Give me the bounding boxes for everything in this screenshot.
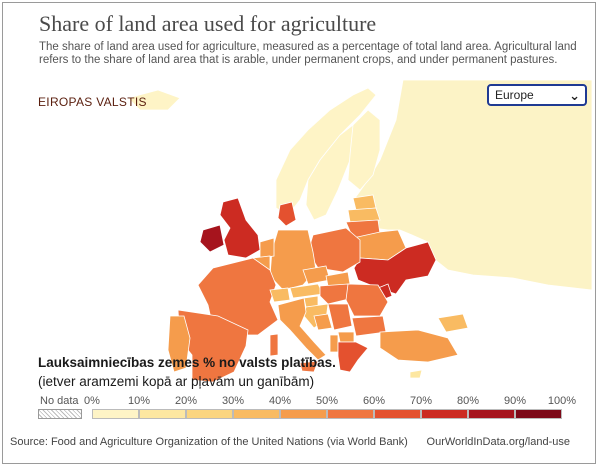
country-bosnia[interactable] <box>313 313 333 331</box>
country-finland[interactable] <box>347 109 381 191</box>
region-selector-value: Europe <box>495 88 534 102</box>
country-ukraine[interactable] <box>353 241 437 295</box>
legend-tick-label: 60% <box>362 395 386 407</box>
legend-bin[interactable] <box>327 409 374 419</box>
country-latvia[interactable] <box>347 207 381 223</box>
chevron-down-icon: ⌄ <box>569 88 580 103</box>
country-poland[interactable] <box>307 227 361 273</box>
island-sicily[interactable] <box>299 360 319 373</box>
legend-bin[interactable] <box>280 409 327 419</box>
country-estonia[interactable] <box>352 194 377 211</box>
legend-tick-label: 80% <box>456 395 480 407</box>
country-turkey[interactable] <box>379 329 459 363</box>
country-netherlands[interactable] <box>259 237 275 259</box>
legend-tick-label: 20% <box>174 395 198 407</box>
legend-tick-label: 30% <box>221 395 245 407</box>
legend-bin[interactable] <box>186 409 233 419</box>
country-ireland[interactable] <box>199 224 225 253</box>
source-credit: Source: Food and Agriculture Organizatio… <box>10 436 408 448</box>
russia-region[interactable] <box>354 80 592 291</box>
country-macedonia[interactable] <box>337 331 355 343</box>
legend-bin[interactable] <box>421 409 468 419</box>
country-switzerland[interactable] <box>269 287 291 303</box>
legend-note: (ietver aramzemi kopā ar pļavām un ganīb… <box>38 374 315 389</box>
country-georgia[interactable] <box>437 313 469 333</box>
island-sardinia[interactable] <box>269 333 279 357</box>
legend-no-data-label: No data <box>40 395 79 407</box>
legend-tick-label: 90% <box>503 395 527 407</box>
legend-no-data-swatch[interactable] <box>38 409 82 419</box>
country-albania[interactable] <box>329 334 339 353</box>
legend-bin[interactable] <box>515 409 562 419</box>
country-united-kingdom[interactable] <box>219 197 261 259</box>
region-selector[interactable]: Europe ⌄ <box>487 84 587 106</box>
source-link[interactable]: OurWorldInData.org/land-use <box>426 436 570 448</box>
country-portugal[interactable] <box>167 315 191 373</box>
legend-bin[interactable] <box>92 409 139 419</box>
legend-tick-label: 70% <box>409 395 433 407</box>
country-denmark[interactable] <box>277 201 297 227</box>
country-greece[interactable] <box>337 341 369 373</box>
country-serbia[interactable] <box>327 303 353 331</box>
legend-tick-label: 40% <box>268 395 292 407</box>
legend-tick-label: 10% <box>127 395 151 407</box>
country-iceland[interactable] <box>127 89 181 111</box>
map-region-label: EIROPAS VALSTIS <box>38 95 147 109</box>
legend-bin[interactable] <box>468 409 515 419</box>
chart-title: Share of land area used for agriculture <box>39 11 377 36</box>
legend-tick-label: 50% <box>315 395 339 407</box>
island-cyprus[interactable] <box>409 369 423 379</box>
legend-bin[interactable] <box>139 409 186 419</box>
country-italy[interactable] <box>277 297 327 361</box>
country-sweden[interactable] <box>305 124 359 221</box>
legend-bin[interactable] <box>233 409 280 419</box>
legend-title: Lauksaimniecības zemes % no valsts platī… <box>38 355 336 370</box>
legend-bin[interactable] <box>374 409 421 419</box>
chart-subtitle: The share of land area used for agricult… <box>39 41 577 66</box>
legend-tick-label: 0% <box>84 395 100 407</box>
europe-map <box>8 80 592 398</box>
legend-tick-label: 100% <box>547 395 577 407</box>
country-hungary[interactable] <box>319 283 354 305</box>
